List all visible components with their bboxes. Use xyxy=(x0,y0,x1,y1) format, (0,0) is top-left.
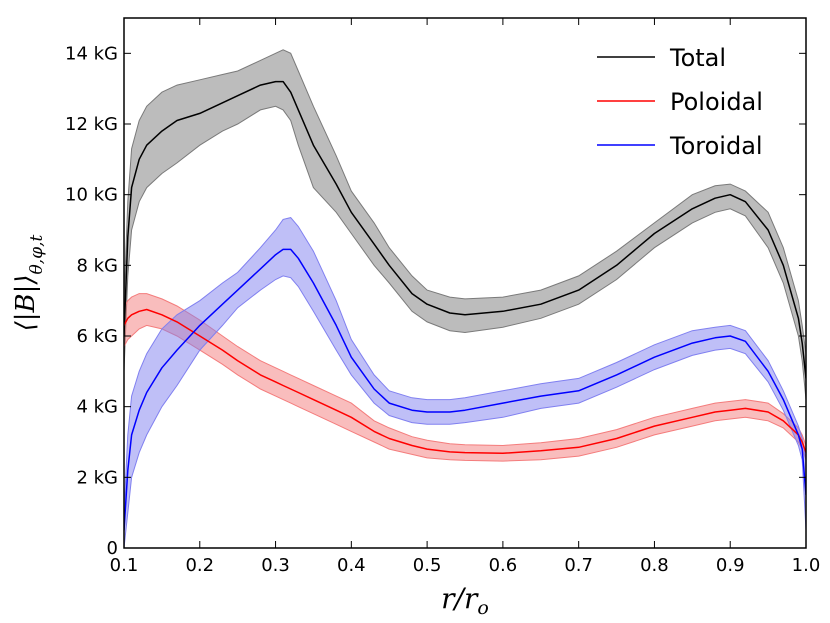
toroidal-band xyxy=(124,217,806,548)
x-tick-label: 0.6 xyxy=(489,555,518,576)
y-tick-label: 4 kG xyxy=(76,397,118,418)
plot-frame xyxy=(123,17,807,549)
x-tick-label: 0.5 xyxy=(413,555,442,576)
total-band xyxy=(124,49,806,400)
poloidal-legend-label: Poloidal xyxy=(670,88,763,116)
poloidal-line xyxy=(124,308,806,455)
y-axis-label: ⟨|B|⟩θ,φ,t xyxy=(11,234,47,331)
y-tick-label: 0 xyxy=(107,538,118,559)
y-tick-label: 2 kG xyxy=(76,467,118,488)
x-tick-label: 0.3 xyxy=(261,555,290,576)
x-tick-label: 0.2 xyxy=(185,555,214,576)
x-tick-label: 0.7 xyxy=(564,555,593,576)
x-tick-label: 1.0 xyxy=(792,555,821,576)
x-tick-label: 0.1 xyxy=(110,555,139,576)
total-line xyxy=(124,80,806,379)
axis-tick-labels: 0.1 0.2 0.3 0.4 0.5 0.6 0.7 0.8 0.9 1.0 0 2 kG 4 kG 6… xyxy=(65,43,820,576)
series-lines xyxy=(124,80,806,531)
poloidal-band xyxy=(124,293,806,462)
y-tick-label: 14 kG xyxy=(65,43,118,64)
toroidal-legend-label: Toroidal xyxy=(669,132,763,160)
x-tick-label: 0.8 xyxy=(640,555,669,576)
legend: Total Poloidal Toroidal xyxy=(597,44,763,160)
axis-ticks xyxy=(123,18,807,549)
total-legend-label: Total xyxy=(669,44,726,72)
y-tick-label: 6 kG xyxy=(76,326,118,347)
x-tick-label: 0.4 xyxy=(337,555,366,576)
y-tick-label: 8 kG xyxy=(76,255,118,276)
uncertainty-bands xyxy=(124,49,806,548)
x-axis-label: r/ro xyxy=(441,582,489,619)
y-tick-label: 10 kG xyxy=(65,185,118,206)
y-tick-label: 12 kG xyxy=(65,114,118,135)
x-tick-label: 0.9 xyxy=(716,555,745,576)
toroidal-line xyxy=(124,248,806,531)
